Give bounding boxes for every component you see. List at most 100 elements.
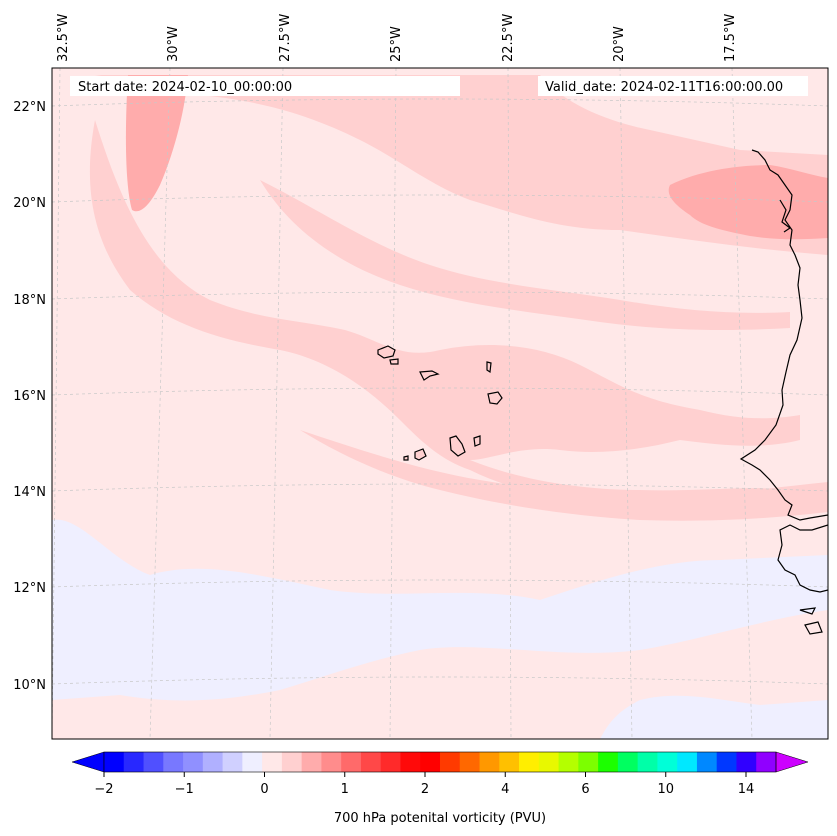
colorbar-swatches bbox=[104, 752, 777, 772]
colorbar-swatch bbox=[420, 752, 441, 772]
coast-estuary bbox=[779, 199, 792, 233]
longitude-labels: 32.5°W 30°W 27.5°W 25°W 22.5°W 20°W 17.5… bbox=[56, 14, 738, 62]
parallel-16n bbox=[52, 387, 828, 396]
colorbar-swatch bbox=[756, 752, 777, 772]
colorbar-tick-label: −2 bbox=[94, 782, 113, 797]
lon-label: 22.5°W bbox=[501, 14, 516, 62]
island-sao-vicente bbox=[389, 358, 399, 365]
colorbar-swatch bbox=[183, 752, 204, 772]
islands-se bbox=[799, 607, 823, 635]
colorbar-swatch bbox=[519, 752, 540, 772]
meridian-22-5w bbox=[507, 68, 512, 739]
colorbar-swatch bbox=[499, 752, 520, 772]
cape-verde-islands bbox=[377, 345, 503, 461]
lon-label: 30°W bbox=[166, 26, 181, 62]
lavender-patch-se bbox=[600, 695, 828, 739]
map-frame bbox=[51, 67, 829, 740]
latitude-labels: 22°N 20°N 18°N 16°N 14°N 12°N 10°N bbox=[13, 100, 46, 693]
meridian-20w bbox=[619, 68, 633, 739]
colorbar-swatch bbox=[637, 752, 658, 772]
lat-label: 14°N bbox=[13, 485, 46, 500]
start-date-box bbox=[70, 76, 460, 96]
island-sal bbox=[486, 361, 492, 374]
pink-band-north bbox=[95, 75, 828, 255]
colorbar-swatch bbox=[479, 752, 500, 772]
colorbar-swatch bbox=[558, 752, 579, 772]
parallel-18n bbox=[52, 291, 828, 300]
colorbar-tick-label: 10 bbox=[657, 782, 674, 797]
island-santiago bbox=[449, 435, 466, 457]
lon-label: 27.5°W bbox=[278, 14, 293, 62]
colorbar-tick-label: −1 bbox=[175, 782, 194, 797]
lat-label: 18°N bbox=[13, 293, 46, 308]
colorbar-frame bbox=[103, 751, 777, 773]
parallel-14n bbox=[52, 483, 828, 492]
colorbar-swatch bbox=[578, 752, 599, 772]
colorbar-swatch bbox=[380, 752, 401, 772]
africa-coastline bbox=[739, 149, 828, 521]
lat-label: 20°N bbox=[13, 196, 46, 211]
parallel-12n bbox=[52, 579, 828, 588]
colorbar-swatch bbox=[736, 752, 757, 772]
colorbar-swatch bbox=[598, 752, 619, 772]
lat-label: 16°N bbox=[13, 389, 46, 404]
lat-label: 10°N bbox=[13, 678, 46, 693]
start-date-label: Start date: 2024-02-10_00:00:00 bbox=[78, 80, 292, 95]
lat-label: 22°N bbox=[13, 100, 46, 115]
colorbar-swatch bbox=[123, 752, 145, 772]
island-fogo bbox=[414, 448, 427, 461]
colorbar-over-arrow bbox=[775, 751, 809, 773]
lat-label: 12°N bbox=[13, 581, 46, 596]
island-maio bbox=[473, 435, 481, 447]
colorbar-swatch bbox=[677, 752, 698, 772]
colorbar-swatch bbox=[163, 752, 184, 772]
graticule bbox=[52, 68, 828, 739]
colorbar-swatch bbox=[321, 752, 342, 772]
colorbar-swatch bbox=[440, 752, 461, 772]
lavender-band-south bbox=[52, 519, 828, 701]
colorbar-swatch bbox=[143, 752, 164, 772]
parallel-22n bbox=[52, 98, 828, 107]
colorbar-tick-label: 2 bbox=[421, 782, 429, 797]
colorbar-swatch bbox=[281, 752, 303, 772]
island-brava bbox=[403, 455, 409, 461]
colorbar-under-arrow bbox=[71, 751, 105, 773]
colorbar-swatch bbox=[696, 752, 718, 772]
colorbar-swatch bbox=[400, 752, 421, 772]
meridian-30w bbox=[149, 68, 171, 739]
colorbar-tick-label: 14 bbox=[738, 782, 755, 797]
island-boa-vista bbox=[487, 391, 503, 405]
colorbar-swatch bbox=[657, 752, 678, 772]
colorbar-swatch bbox=[459, 752, 481, 772]
africa-coast-south bbox=[777, 524, 828, 593]
colorbar-tick-label: 4 bbox=[501, 782, 509, 797]
lon-label: 17.5°W bbox=[723, 14, 738, 62]
meridian-27-5w bbox=[269, 68, 284, 739]
pink-streak-south bbox=[300, 430, 828, 521]
parallel-20n bbox=[52, 194, 828, 203]
colorbar-swatch bbox=[262, 752, 283, 772]
colorbar-tick-label: 0 bbox=[260, 782, 268, 797]
colorbar-label: 700 hPa potenital vorticity (PVU) bbox=[334, 811, 546, 826]
meridian-25w bbox=[389, 68, 397, 739]
colorbar-swatch bbox=[202, 752, 224, 772]
colorbar-swatch bbox=[242, 752, 263, 772]
colorbar-swatch bbox=[716, 752, 737, 772]
meridian-17-5w bbox=[731, 68, 753, 739]
map-panel bbox=[52, 68, 828, 739]
meridian-32-5w bbox=[52, 68, 61, 739]
lon-label: 25°W bbox=[389, 26, 404, 62]
colorbar-swatch bbox=[222, 752, 243, 772]
parallel-10n bbox=[52, 676, 828, 685]
lon-label: 32.5°W bbox=[56, 14, 71, 62]
lon-label: 20°W bbox=[612, 26, 627, 62]
header-boxes: Start date: 2024-02-10_00:00:00 Valid_da… bbox=[70, 76, 808, 96]
colorbar-swatch bbox=[104, 752, 125, 772]
colorbar-swatch bbox=[301, 752, 322, 772]
medium-pink-nw bbox=[125, 75, 188, 212]
colorbar-swatch bbox=[538, 752, 560, 772]
colorbar-swatch bbox=[341, 752, 362, 772]
colorbar-tick-label: 6 bbox=[581, 782, 589, 797]
colorbar-swatch bbox=[617, 752, 639, 772]
